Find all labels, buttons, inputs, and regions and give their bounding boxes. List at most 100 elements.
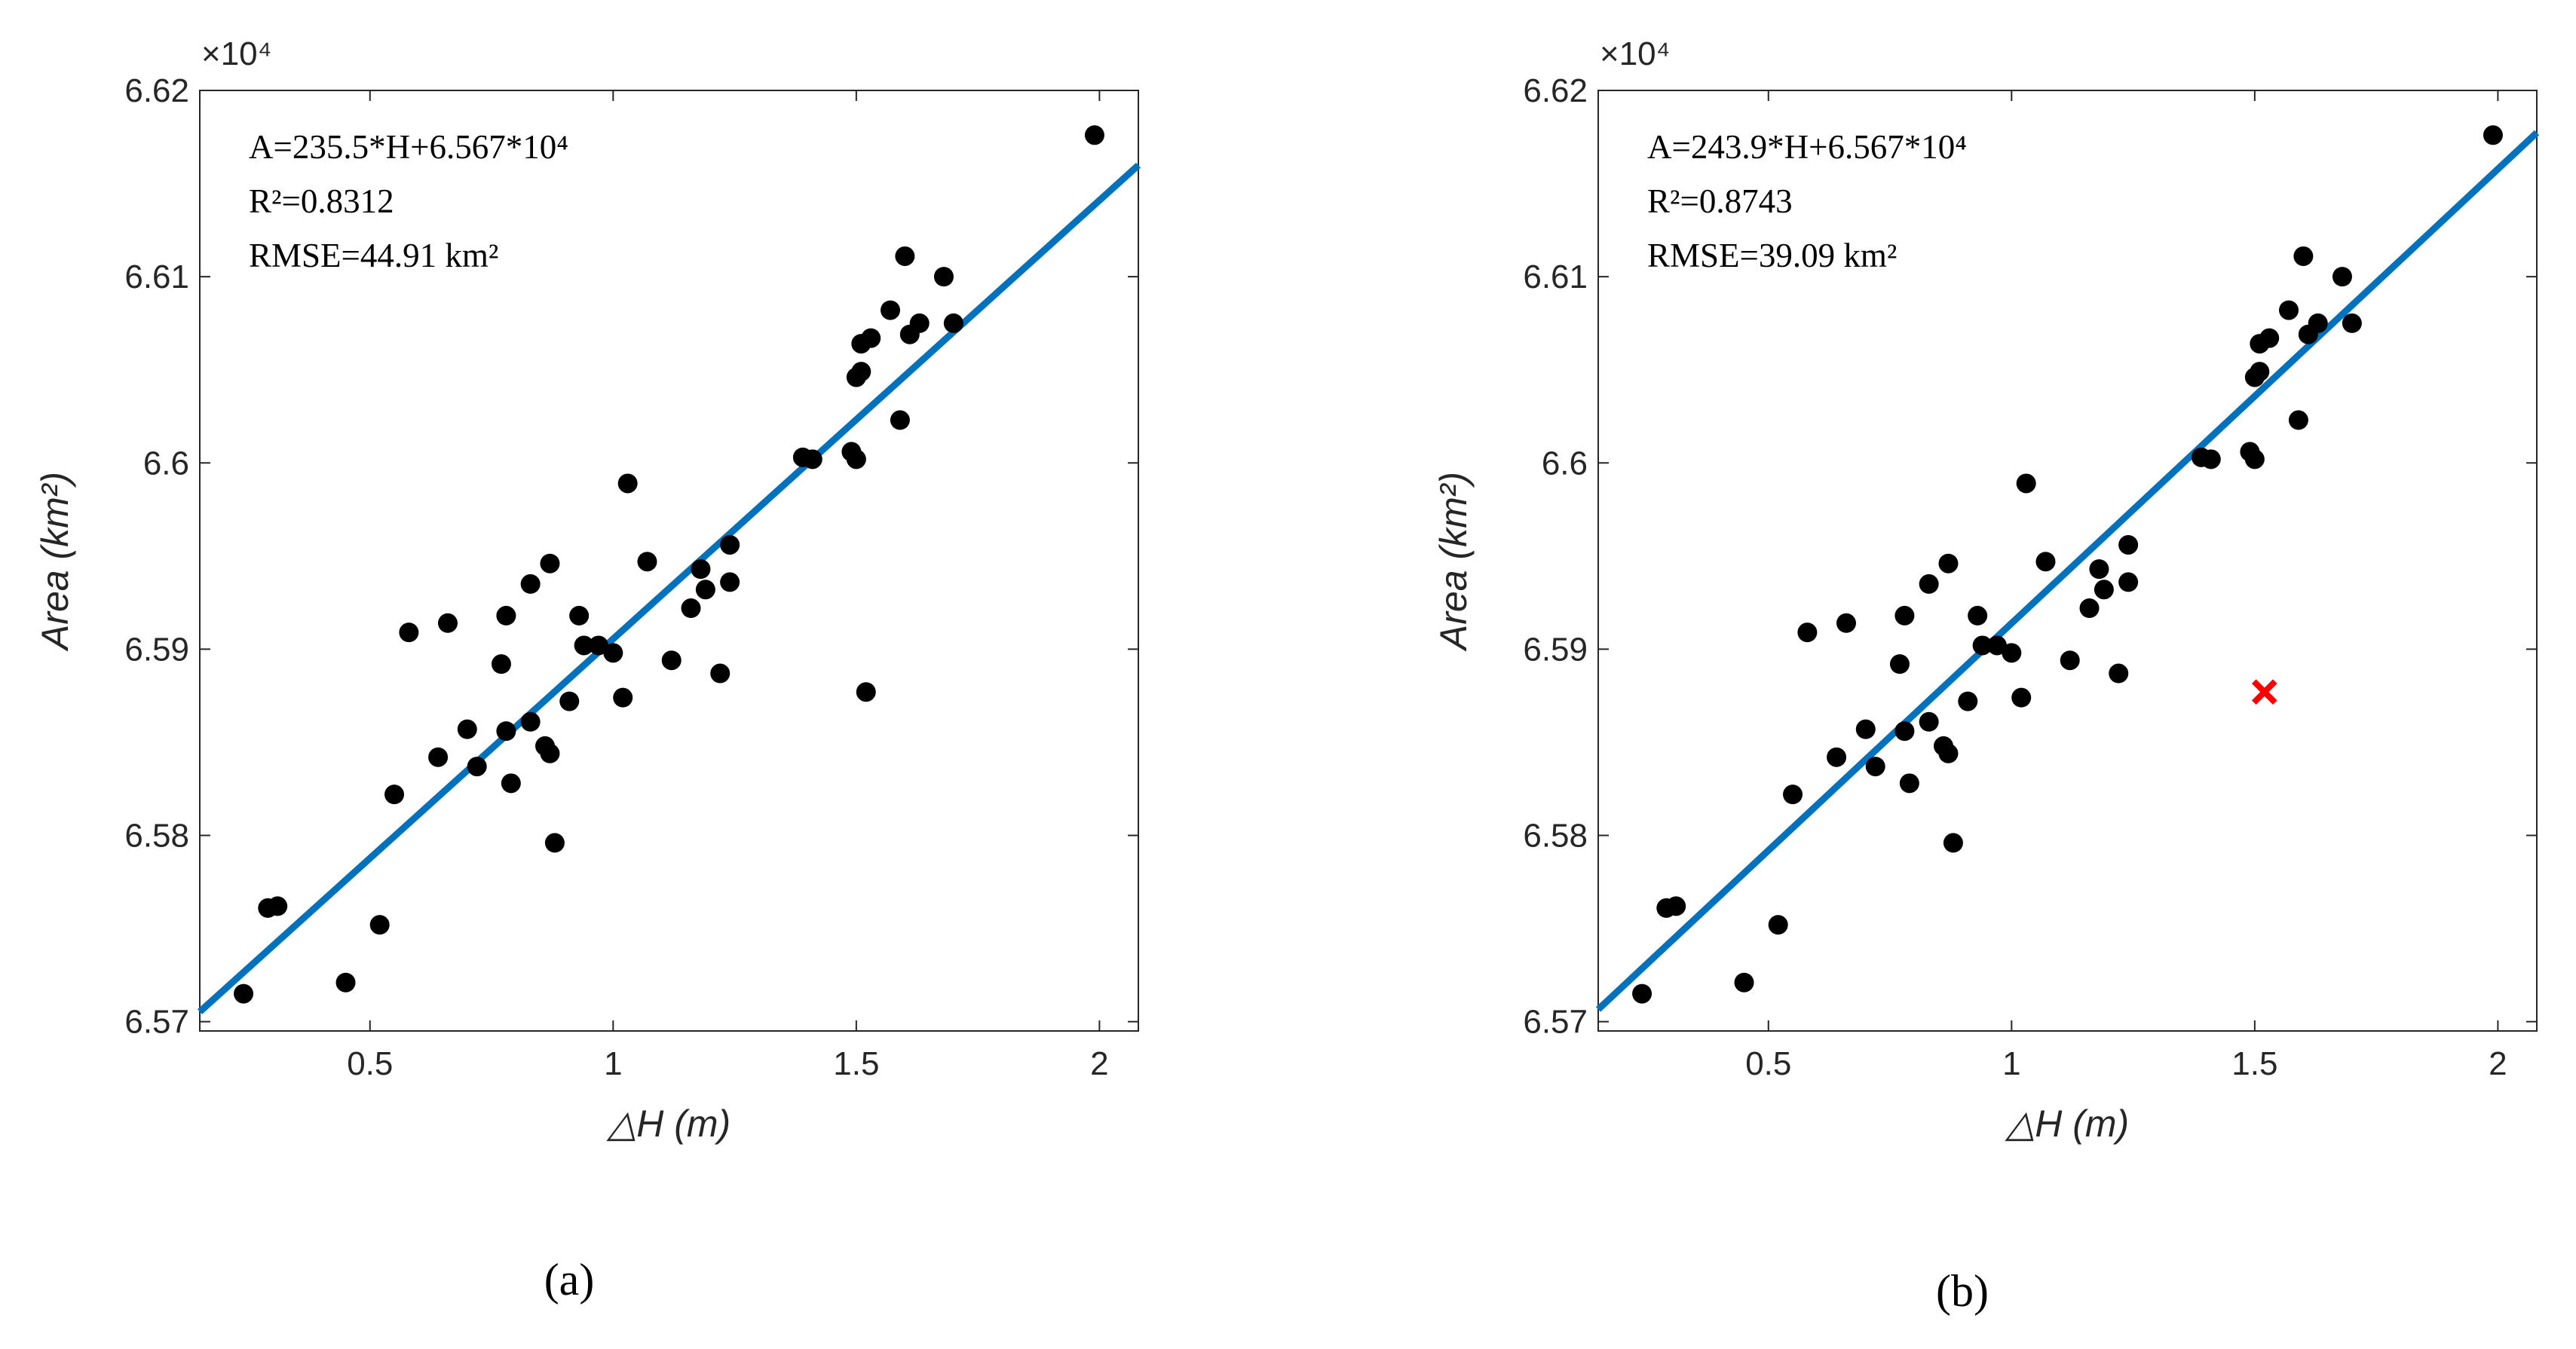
- x-tick-label: 1.5: [2231, 1045, 2277, 1082]
- data-point: [1865, 757, 1885, 777]
- data-point: [2201, 449, 2221, 470]
- data-point: [540, 743, 560, 763]
- x-tick-label: 0.5: [347, 1045, 393, 1082]
- data-point: [1943, 833, 1963, 853]
- data-point: [895, 246, 915, 266]
- data-point: [2244, 449, 2265, 470]
- y-multiplier: ×10⁴: [1600, 35, 1671, 72]
- data-point: [851, 362, 871, 382]
- rmse-annotation: RMSE=44.91 km²: [249, 237, 498, 274]
- x-tick-label: 1: [604, 1045, 622, 1082]
- panel-label: (a): [544, 1255, 595, 1305]
- y-tick-label: 6.59: [1523, 631, 1588, 668]
- data-point: [710, 663, 731, 684]
- data-point: [496, 605, 516, 626]
- data-point: [846, 449, 866, 470]
- data-point: [2308, 313, 2328, 333]
- data-point: [1958, 691, 1978, 711]
- data-point: [695, 580, 715, 600]
- data-point: [437, 613, 458, 633]
- data-point: [2089, 559, 2109, 580]
- panel-label: (b): [1936, 1266, 1989, 1316]
- rmse-annotation: RMSE=39.09 km²: [1647, 237, 1897, 274]
- data-point: [2094, 580, 2114, 600]
- data-point: [501, 773, 521, 794]
- data-point: [2118, 572, 2139, 592]
- data-point: [1938, 553, 1959, 574]
- panel-b: 0.5 1 1.5 2 6.57 6.58 6.59 6.6 6.61 6.62 ×10⁴ △H (m…: [1432, 35, 2540, 1316]
- y-tick-label: 6.62: [1523, 72, 1588, 109]
- data-point: [428, 747, 449, 767]
- data-point: [2250, 362, 2270, 382]
- data-point: [1972, 635, 1992, 656]
- data-point: [540, 553, 560, 574]
- data-point: [559, 691, 580, 711]
- data-point: [1666, 896, 1686, 916]
- y-tick-label: 6.6: [1542, 445, 1588, 482]
- data-point: [1783, 785, 1803, 805]
- data-point: [544, 833, 565, 853]
- data-point: [881, 300, 901, 320]
- data-point: [2342, 313, 2362, 333]
- data-point: [1084, 125, 1104, 145]
- data-point: [574, 635, 594, 656]
- axes-box: [199, 90, 1139, 1032]
- data-point: [457, 719, 477, 739]
- y-tick-label: 6.57: [124, 1004, 189, 1041]
- data-point: [2288, 410, 2308, 430]
- data-point: [2002, 643, 2022, 663]
- x-axis-label: △H (m): [2005, 1103, 2129, 1145]
- data-point: [943, 313, 963, 333]
- data-point: [802, 449, 822, 470]
- fit-line: [1595, 130, 2540, 1012]
- y-tick-label: 6.6: [143, 445, 189, 482]
- data-point: [909, 313, 930, 333]
- data-point: [2118, 534, 2139, 555]
- data-point: [2279, 300, 2299, 320]
- data-point: [1938, 743, 1959, 763]
- y-tick-label: 6.58: [1523, 818, 1588, 855]
- y-tick-label: 6.61: [124, 258, 189, 295]
- data-point: [661, 650, 682, 671]
- data-point: [2016, 473, 2036, 494]
- data-point: [2079, 598, 2100, 619]
- data-point: [2332, 267, 2352, 287]
- data-point: [890, 410, 910, 430]
- data-point: [603, 643, 623, 663]
- data-point: [399, 622, 419, 643]
- equation-annotation: A=243.9*H+6.567*10⁴: [1647, 128, 1967, 166]
- y-tick-label: 6.62: [124, 72, 189, 109]
- data-point: [1968, 605, 1988, 626]
- data-point: [720, 572, 740, 592]
- data-point: [1632, 983, 1652, 1004]
- data-point: [491, 654, 511, 674]
- data-point: [1986, 635, 2007, 656]
- y-axis-label: Area (km²): [34, 472, 76, 652]
- outlier-marker: [2251, 679, 2277, 705]
- data-point: [588, 635, 608, 656]
- data-point: [1919, 574, 1939, 594]
- data-point: [520, 711, 541, 732]
- data-point: [691, 559, 711, 580]
- y-multiplier: ×10⁴: [201, 35, 272, 72]
- x-tick-label: 1: [2002, 1045, 2020, 1082]
- r2-annotation: R²=0.8743: [1647, 182, 1793, 220]
- data-point: [720, 534, 740, 555]
- axes-box: [1597, 90, 2538, 1032]
- data-point: [1827, 747, 1847, 767]
- data-point: [681, 598, 701, 619]
- data-point: [569, 605, 590, 626]
- data-point: [617, 473, 638, 494]
- data-point: [2293, 246, 2314, 266]
- panel-a: 0.5 1 1.5 2 6.57 6.58 6.59 6.6 6.61 6.62 ×10⁴ △H (m…: [34, 35, 1141, 1305]
- equation-annotation: A=235.5*H+6.567*10⁴: [249, 128, 568, 166]
- x-axis-label: △H (m): [606, 1103, 731, 1145]
- data-point: [234, 983, 254, 1004]
- data-point: [613, 687, 633, 708]
- data-point: [369, 915, 390, 935]
- data-point: [1768, 915, 1788, 935]
- y-tick-label: 6.57: [1523, 1004, 1588, 1041]
- data-point: [1894, 721, 1915, 742]
- x-tick-label: 0.5: [1745, 1045, 1791, 1082]
